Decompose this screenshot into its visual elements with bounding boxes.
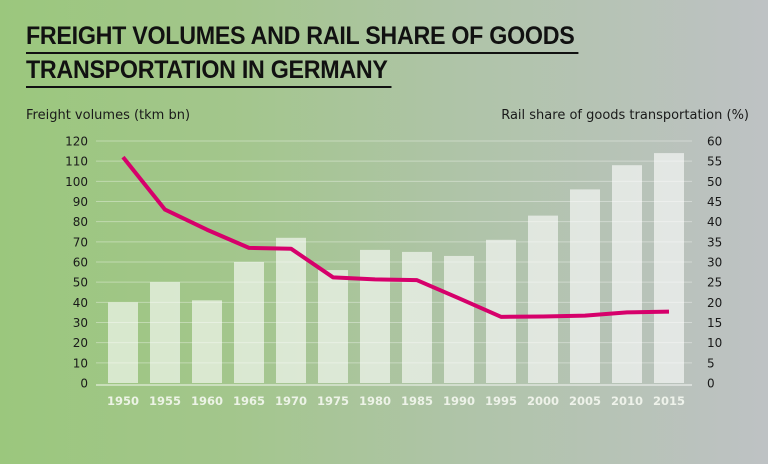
bar-1980 — [360, 249, 390, 383]
right-tick-label: 50 — [707, 175, 722, 189]
left-tick-label: 90 — [73, 195, 88, 209]
left-tick-label: 40 — [73, 296, 88, 310]
x-tick-label: 2010 — [611, 394, 643, 408]
bar-1955 — [150, 282, 180, 383]
x-tick-label: 1955 — [149, 394, 181, 408]
left-tick-label: 30 — [73, 316, 88, 330]
right-tick-label: 0 — [707, 377, 715, 391]
x-tick-label: 1970 — [275, 394, 307, 408]
right-tick-label: 45 — [707, 195, 722, 209]
left-tick-label: 10 — [73, 356, 88, 370]
rail-share-series-line — [121, 155, 670, 319]
x-tick-label: 1950 — [107, 394, 139, 408]
right-tick-label: 40 — [707, 215, 722, 229]
x-tick-label: 2015 — [653, 394, 685, 408]
bar-1990 — [444, 255, 474, 383]
x-tick-label: 1960 — [191, 394, 223, 408]
left-tick-label: 20 — [73, 336, 88, 350]
chart-title: FREIGHT VOLUMES AND RAIL SHARE OF GOODS … — [26, 20, 579, 88]
right-tick-label: 35 — [707, 235, 722, 249]
left-tick-label: 70 — [73, 235, 88, 249]
chart-title-line-1: FREIGHT VOLUMES AND RAIL SHARE OF GOODS — [26, 20, 579, 54]
bar-1950 — [108, 302, 138, 383]
right-tick-label: 15 — [707, 316, 722, 330]
x-tick-label: 1985 — [401, 394, 433, 408]
bar-2000 — [528, 215, 558, 383]
left-tick-label: 50 — [73, 276, 88, 290]
left-tick-label: 100 — [65, 175, 88, 189]
left-tick-label: 60 — [73, 256, 88, 270]
x-tick-label: 2000 — [527, 394, 559, 408]
chart-title-line-2: TRANSPORTATION IN GERMANY — [26, 54, 392, 88]
left-tick-label: 80 — [73, 215, 88, 229]
x-tick-label: 1990 — [443, 394, 475, 408]
left-tick-label: 120 — [65, 135, 88, 149]
rail-share-line — [121, 155, 670, 319]
bar-1975 — [318, 270, 348, 383]
x-tick-label: 1980 — [359, 394, 391, 408]
right-tick-label: 10 — [707, 336, 722, 350]
gridlines — [96, 140, 692, 364]
right-tick-label: 30 — [707, 256, 722, 270]
bar-2015 — [654, 153, 684, 383]
right-tick-label: 60 — [707, 135, 722, 149]
bar-1970 — [276, 237, 306, 383]
bar-1960 — [192, 300, 222, 383]
right-tick-label: 20 — [707, 296, 722, 310]
left-tick-label: 110 — [65, 155, 88, 169]
x-tick-label: 1965 — [233, 394, 265, 408]
x-tick-label: 1995 — [485, 394, 517, 408]
right-axis-title: Rail share of goods transportation (%) — [501, 108, 749, 123]
x-axis-ticks: 1950 1955 1960 1965 1970 1975 1980 1985 1990 1995… — [107, 394, 685, 408]
right-axis-ticks: 0 5 10 15 20 25 30 35 40 45 50 55 60 — [707, 135, 722, 391]
bar-2010 — [612, 165, 642, 383]
bars — [108, 153, 684, 383]
left-axis-ticks: 0 10 20 30 40 50 60 70 80 90 100 110 120 — [65, 135, 88, 391]
right-tick-label: 5 — [707, 356, 715, 370]
right-tick-label: 55 — [707, 155, 722, 169]
left-axis-title: Freight volumes (tkm bn) — [26, 108, 191, 123]
bar-1985 — [402, 251, 432, 383]
bar-2005 — [570, 189, 600, 383]
bar-1965 — [234, 262, 264, 383]
left-tick-label: 0 — [80, 377, 88, 391]
x-tick-label: 2005 — [569, 394, 601, 408]
right-tick-label: 25 — [707, 276, 722, 290]
x-tick-label: 1975 — [317, 394, 349, 408]
